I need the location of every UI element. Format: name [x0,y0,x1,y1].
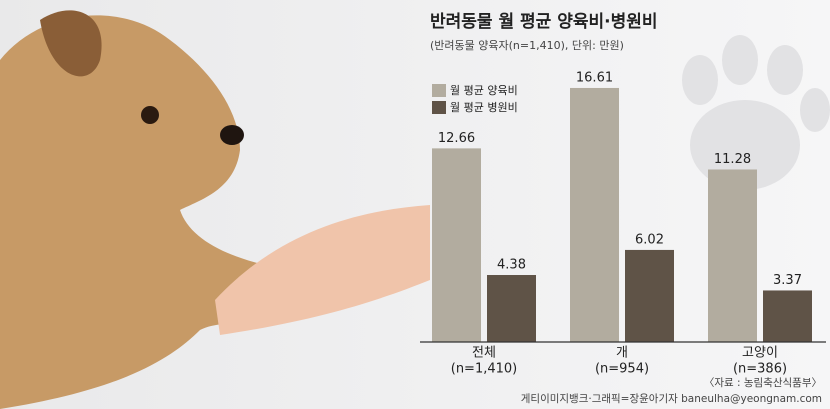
legend-label: 월 평균 양육비 [450,84,518,97]
bar [487,275,536,342]
bar [763,290,812,342]
legend-swatch [432,101,446,114]
value-label: 11.28 [714,152,751,167]
value-label: 3.37 [773,273,802,288]
bar [708,169,757,342]
credit: 게티이미지뱅크·그래픽=장윤아기자 baneulha@yeongnam.com [521,393,822,405]
legend-label: 월 평균 병원비 [450,101,518,114]
value-label: 16.61 [576,70,613,85]
legend-swatch [432,84,446,97]
x-tick-label: 고양이 [742,346,778,361]
paw-decoration [682,35,830,190]
chart-subtitle: (반려동물 양육자(n=1,410), 단위: 만원) [430,39,624,52]
source: 〈자료 : 농림축산식품부〉 [704,377,822,389]
bar [432,148,481,342]
chart-title: 반려동물 월 평균 양육비·병원비 [430,12,658,32]
x-tick-note: (n=1,410) [451,362,518,377]
photo [0,10,430,409]
x-tick-label: 전체 [472,346,496,361]
value-label: 6.02 [635,232,664,247]
value-label: 12.66 [438,131,475,146]
bar [570,87,619,342]
x-tick-label: 개 [616,346,628,361]
x-tick-note: (n=386) [733,362,787,377]
value-label: 4.38 [497,258,526,273]
bar [625,249,674,342]
x-tick-note: (n=954) [595,362,649,377]
